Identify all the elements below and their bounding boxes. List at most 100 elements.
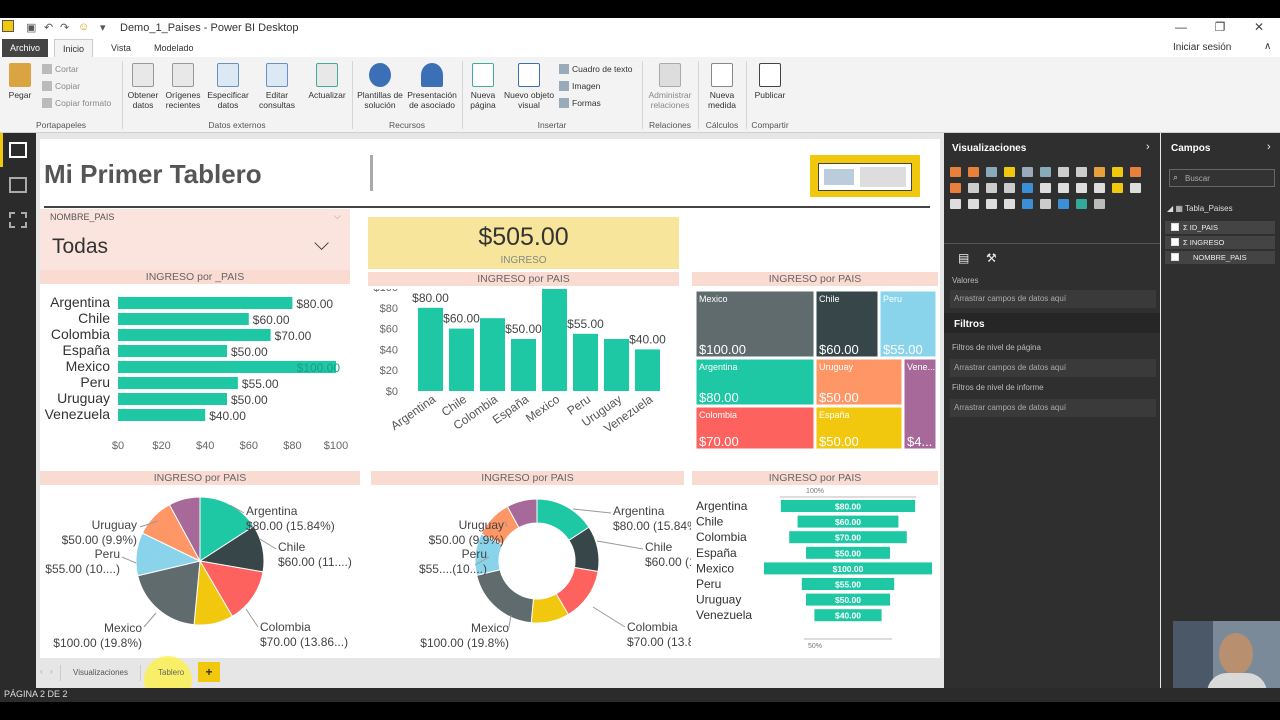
next-page-icon[interactable]: › xyxy=(50,667,53,676)
app-icon xyxy=(2,20,14,32)
y-tick-label: $100 xyxy=(374,289,398,294)
new-page-button[interactable]: Nueva página xyxy=(464,63,502,110)
visual-type-icon[interactable] xyxy=(1004,167,1015,177)
visual-type-icon[interactable] xyxy=(1040,183,1051,193)
visual-type-icon[interactable] xyxy=(986,199,997,209)
smile-icon[interactable]: ☺ xyxy=(78,21,90,33)
visual-type-icon[interactable] xyxy=(1130,183,1141,193)
report-filters-drop-zone[interactable]: Arrastrar campos de datos aquí xyxy=(950,399,1156,417)
copy-button[interactable]: Copiar xyxy=(42,81,80,91)
visual-type-icon[interactable] xyxy=(1022,183,1033,193)
visual-type-icon[interactable] xyxy=(986,167,997,177)
visual-type-icon[interactable] xyxy=(950,183,961,193)
visual-type-icon[interactable] xyxy=(968,199,979,209)
visual-type-icon[interactable] xyxy=(1040,167,1051,177)
textbox-button[interactable]: Cuadro de texto xyxy=(559,64,632,74)
visual-type-icon[interactable] xyxy=(950,199,961,209)
enter-data-button[interactable]: Especificar datos xyxy=(205,63,251,110)
visual-type-icon[interactable] xyxy=(1022,199,1033,209)
field-row[interactable]: NOMBRE_PAIS xyxy=(1165,251,1275,264)
visual-type-icon[interactable] xyxy=(986,183,997,193)
cut-button[interactable]: Cortar xyxy=(42,64,79,74)
visual-type-icon[interactable] xyxy=(1112,183,1123,193)
data-view-icon[interactable] xyxy=(9,177,27,193)
pie-slice xyxy=(137,560,201,626)
field-checkbox[interactable] xyxy=(1171,253,1179,261)
minimize-icon[interactable]: — xyxy=(1175,20,1187,34)
shapes-button[interactable]: Formas xyxy=(559,98,601,108)
add-page-button[interactable]: + xyxy=(198,662,220,682)
close-icon[interactable]: ✕ xyxy=(1253,20,1265,34)
partner-showcase-button[interactable]: Presentación de asociado xyxy=(405,63,459,110)
slicer-value[interactable]: Todas xyxy=(52,235,109,258)
get-data-button[interactable]: Obtener datos xyxy=(125,63,161,110)
collapse-fields-pane-icon[interactable]: › xyxy=(1267,141,1271,153)
new-visual-button[interactable]: Nuevo objeto visual xyxy=(502,63,556,110)
country-slicer[interactable]: NOMBRE_PAIS ⌵ Todas ⌵ xyxy=(40,209,350,271)
relationships-view-icon[interactable] xyxy=(9,212,27,228)
total-income-card[interactable]: $505.00 INGRESO xyxy=(368,217,679,269)
visual-type-icon[interactable] xyxy=(1094,167,1105,177)
report-view-icon[interactable] xyxy=(9,142,27,158)
field-row[interactable]: Σ INGRESO xyxy=(1165,236,1275,249)
paste-button[interactable]: Pegar xyxy=(6,63,34,100)
visual-type-icon[interactable] xyxy=(1004,183,1015,193)
visual-type-icon[interactable] xyxy=(1058,199,1069,209)
donut-chart[interactable]: Argentina$80.00 (15.84%) Chile$60.00 (11.… xyxy=(371,487,691,657)
page-filters-drop-zone[interactable]: Arrastrar campos de datos aquí xyxy=(950,359,1156,377)
image-button[interactable]: Imagen xyxy=(559,81,600,91)
tab-archivo[interactable]: Archivo xyxy=(2,39,49,57)
slicer-dropdown-icon[interactable]: ⌵ xyxy=(314,233,330,255)
solution-templates-button[interactable]: Plantillas de solución xyxy=(355,63,405,110)
edit-queries-button[interactable]: Editar consultas xyxy=(254,63,300,110)
fields-tab-icon[interactable]: ▤ xyxy=(958,251,970,265)
visual-type-icon[interactable] xyxy=(1040,199,1051,209)
visual-type-icon[interactable] xyxy=(1058,167,1069,177)
collapse-vis-pane-icon[interactable]: › xyxy=(1146,141,1150,153)
table-node[interactable]: ◢ ▦ Tabla_Paises xyxy=(1167,204,1233,213)
recent-sources-button[interactable]: Orígenes recientes xyxy=(163,63,203,110)
visual-type-icon[interactable] xyxy=(1076,167,1087,177)
funnel-chart[interactable]: Argentina $80.00 Chile $60.00 Colombia $70.00… xyxy=(692,487,942,657)
save-icon[interactable]: ▣ xyxy=(26,22,37,34)
page-tab-visualizaciones[interactable]: Visualizaciones xyxy=(60,665,141,681)
column-chart[interactable]: $0$20$40$60$80$100$80.00Argentina$60.00C… xyxy=(368,289,683,469)
page-tab-tablero[interactable]: Tablero xyxy=(158,668,185,677)
values-drop-zone[interactable]: Arrastrar campos de datos aquí xyxy=(950,290,1156,308)
visual-type-icon[interactable] xyxy=(1094,183,1105,193)
prev-page-icon[interactable]: ‹ xyxy=(40,667,43,676)
treemap-chart[interactable]: Mexico $100.00 Chile $60.00 Peru $55.00 Argent… xyxy=(692,287,942,473)
visual-type-icon[interactable] xyxy=(1058,183,1069,193)
field-checkbox[interactable] xyxy=(1171,223,1179,231)
fields-search-input[interactable]: ⌕ Buscar xyxy=(1169,169,1275,187)
visual-type-icon[interactable] xyxy=(968,167,979,177)
quick-access-dropdown-icon[interactable]: ▾ xyxy=(100,22,106,34)
redo-icon[interactable]: ↷ xyxy=(60,22,70,34)
new-measure-button[interactable]: Nueva medida xyxy=(700,63,744,110)
format-painter-button[interactable]: Copiar formato xyxy=(42,98,111,108)
visual-type-icon[interactable] xyxy=(1004,199,1015,209)
visual-type-icon[interactable] xyxy=(1130,167,1141,177)
tab-inicio[interactable]: Inicio xyxy=(54,39,94,57)
manage-relationships-button[interactable]: Administrar relaciones xyxy=(644,63,696,110)
tab-modelado[interactable]: Modelado xyxy=(154,43,194,53)
visual-type-icon[interactable] xyxy=(1076,183,1087,193)
undo-icon[interactable]: ↶ xyxy=(44,22,54,34)
field-checkbox[interactable] xyxy=(1171,238,1179,246)
visual-type-icon[interactable] xyxy=(1022,167,1033,177)
collapse-ribbon-icon[interactable]: ∧ xyxy=(1264,41,1272,52)
visual-type-icon[interactable] xyxy=(1076,199,1087,209)
format-paint-roller-icon[interactable]: ⚒ xyxy=(986,251,997,265)
pie-chart[interactable]: Argentina$80.00 (15.84%) Chile$60.00 (11.… xyxy=(40,487,370,657)
visual-type-icon[interactable] xyxy=(1094,199,1105,209)
field-row[interactable]: Σ ID_PAIS xyxy=(1165,221,1275,234)
refresh-button[interactable]: Actualizar xyxy=(305,63,349,100)
visual-type-icon[interactable] xyxy=(968,183,979,193)
signin-link[interactable]: Iniciar sesión xyxy=(1173,42,1232,53)
tab-vista[interactable]: Vista xyxy=(111,43,131,53)
maximize-icon[interactable]: ❐ xyxy=(1214,20,1226,34)
visual-type-icon[interactable] xyxy=(1112,167,1123,177)
bar-chart[interactable]: Argentina $80.00 Chile $60.00 Colombia $70.00… xyxy=(40,287,360,467)
publish-button[interactable]: Publicar xyxy=(750,63,790,100)
visual-type-icon[interactable] xyxy=(950,167,961,177)
